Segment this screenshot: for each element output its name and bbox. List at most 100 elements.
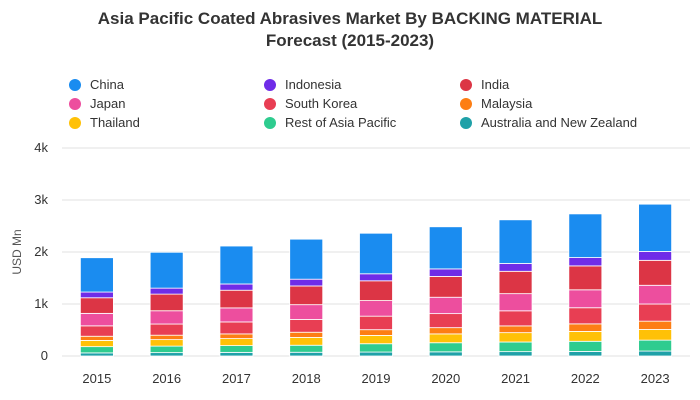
legend-swatch xyxy=(264,97,276,110)
legend-label: Malaysia xyxy=(481,96,533,111)
bar-india-2017 xyxy=(219,289,254,309)
legend-item-australia-and-new-zealand[interactable]: Australia and New Zealand xyxy=(460,115,637,130)
bar-australia-and-new-zealand-2015 xyxy=(79,352,114,357)
legend-label: Japan xyxy=(90,96,126,111)
bar-rest-of-asia-pacific-2017 xyxy=(219,345,254,353)
legend-label: Australia and New Zealand xyxy=(481,115,638,130)
bar-japan-2017 xyxy=(219,307,254,323)
legend-item-rest-of-asia-pacific[interactable]: Rest of Asia Pacific xyxy=(264,115,396,130)
bar-south-korea-2022 xyxy=(568,307,603,325)
x-tick-label: 2017 xyxy=(222,371,251,386)
y-tick-label: 1k xyxy=(34,296,48,311)
x-tick-label: 2020 xyxy=(431,371,460,386)
bar-indonesia-2018 xyxy=(289,278,324,287)
bar-thailand-2022 xyxy=(568,331,603,342)
bar-rest-of-asia-pacific-2019 xyxy=(359,343,393,353)
legend-swatch xyxy=(69,116,81,129)
legend-item-japan[interactable]: Japan xyxy=(69,96,125,111)
bar-australia-and-new-zealand-2021 xyxy=(498,351,533,357)
bar-thailand-2018 xyxy=(289,337,324,346)
bar-malaysia-2019 xyxy=(359,329,393,336)
bar-india-2015 xyxy=(79,297,114,314)
bar-indonesia-2016 xyxy=(149,287,184,295)
bar-rest-of-asia-pacific-2016 xyxy=(149,345,184,354)
bar-india-2020 xyxy=(428,276,463,298)
legend-item-indonesia[interactable]: Indonesia xyxy=(264,77,341,92)
bar-indonesia-2022 xyxy=(568,257,603,267)
legend-label: Thailand xyxy=(90,115,140,130)
bar-india-2021 xyxy=(498,270,533,295)
bar-china-2021 xyxy=(498,219,533,264)
x-tick-label: 2023 xyxy=(641,371,670,386)
bar-rest-of-asia-pacific-2015 xyxy=(79,346,114,354)
bar-south-korea-2019 xyxy=(359,315,393,331)
bar-india-2023 xyxy=(638,259,673,286)
bar-malaysia-2017 xyxy=(219,333,254,339)
bar-india-2018 xyxy=(289,285,324,306)
bar-rest-of-asia-pacific-2021 xyxy=(498,341,533,353)
legend-label: Rest of Asia Pacific xyxy=(285,115,397,130)
bar-india-2022 xyxy=(568,265,603,291)
bar-japan-2015 xyxy=(79,312,114,327)
bar-malaysia-2023 xyxy=(638,320,673,330)
bar-japan-2021 xyxy=(498,293,533,312)
x-tick-label: 2018 xyxy=(292,371,321,386)
legend-swatch xyxy=(69,78,81,91)
bar-india-2016 xyxy=(149,293,184,312)
y-axis-label: USD Mn xyxy=(10,229,24,274)
bar-australia-and-new-zealand-2020 xyxy=(428,351,463,357)
legend-swatch xyxy=(460,116,472,129)
chart-title-line2: Forecast (2015-2023) xyxy=(265,31,435,50)
bar-australia-and-new-zealand-2019 xyxy=(359,351,393,357)
legend-swatch xyxy=(460,97,472,110)
bar-china-2023 xyxy=(638,203,673,252)
bar-rest-of-asia-pacific-2020 xyxy=(428,342,463,353)
legend-item-malaysia[interactable]: Malaysia xyxy=(460,96,532,111)
legend-swatch xyxy=(460,78,472,91)
x-tick-label: 2016 xyxy=(152,371,181,386)
legend-label: Indonesia xyxy=(285,77,342,92)
bar-japan-2022 xyxy=(568,289,603,309)
bar-china-2016 xyxy=(149,251,184,289)
bar-australia-and-new-zealand-2023 xyxy=(638,350,673,357)
legend-label: China xyxy=(90,77,124,92)
y-tick-label: 4k xyxy=(34,140,48,155)
bar-thailand-2016 xyxy=(149,339,184,347)
y-tick-label: 2k xyxy=(34,244,48,259)
bar-australia-and-new-zealand-2018 xyxy=(289,351,324,357)
legend-swatch xyxy=(264,78,276,91)
bar-south-korea-2015 xyxy=(79,325,114,337)
bar-indonesia-2015 xyxy=(79,291,114,299)
bar-australia-and-new-zealand-2017 xyxy=(219,351,254,357)
legend-item-south-korea[interactable]: South Korea xyxy=(264,96,357,111)
bar-australia-and-new-zealand-2016 xyxy=(149,352,184,357)
bar-thailand-2020 xyxy=(428,333,463,344)
legend-swatch xyxy=(69,97,81,110)
bar-rest-of-asia-pacific-2023 xyxy=(638,339,673,352)
legend-item-china[interactable]: China xyxy=(69,77,124,92)
y-tick-label: 0 xyxy=(41,348,48,363)
bar-indonesia-2017 xyxy=(219,283,254,291)
bar-malaysia-2015 xyxy=(79,335,114,341)
bar-south-korea-2020 xyxy=(428,313,463,329)
bar-japan-2016 xyxy=(149,310,184,325)
legend-item-thailand[interactable]: Thailand xyxy=(69,115,140,130)
bar-indonesia-2020 xyxy=(428,268,463,277)
legend-item-india[interactable]: India xyxy=(460,77,509,92)
bar-japan-2018 xyxy=(289,304,324,320)
bar-malaysia-2020 xyxy=(428,327,463,335)
x-tick-label: 2015 xyxy=(82,371,111,386)
bar-australia-and-new-zealand-2022 xyxy=(568,351,603,357)
bar-south-korea-2023 xyxy=(638,303,673,322)
bar-malaysia-2018 xyxy=(289,331,324,338)
bar-malaysia-2016 xyxy=(149,334,184,341)
legend-label: India xyxy=(481,77,510,92)
legend-label: South Korea xyxy=(285,96,358,111)
legend-swatch xyxy=(264,116,276,129)
bar-malaysia-2021 xyxy=(498,325,533,334)
bar-south-korea-2016 xyxy=(149,323,184,336)
bar-indonesia-2019 xyxy=(359,273,393,282)
bar-china-2020 xyxy=(428,226,463,270)
bar-indonesia-2023 xyxy=(638,251,673,261)
